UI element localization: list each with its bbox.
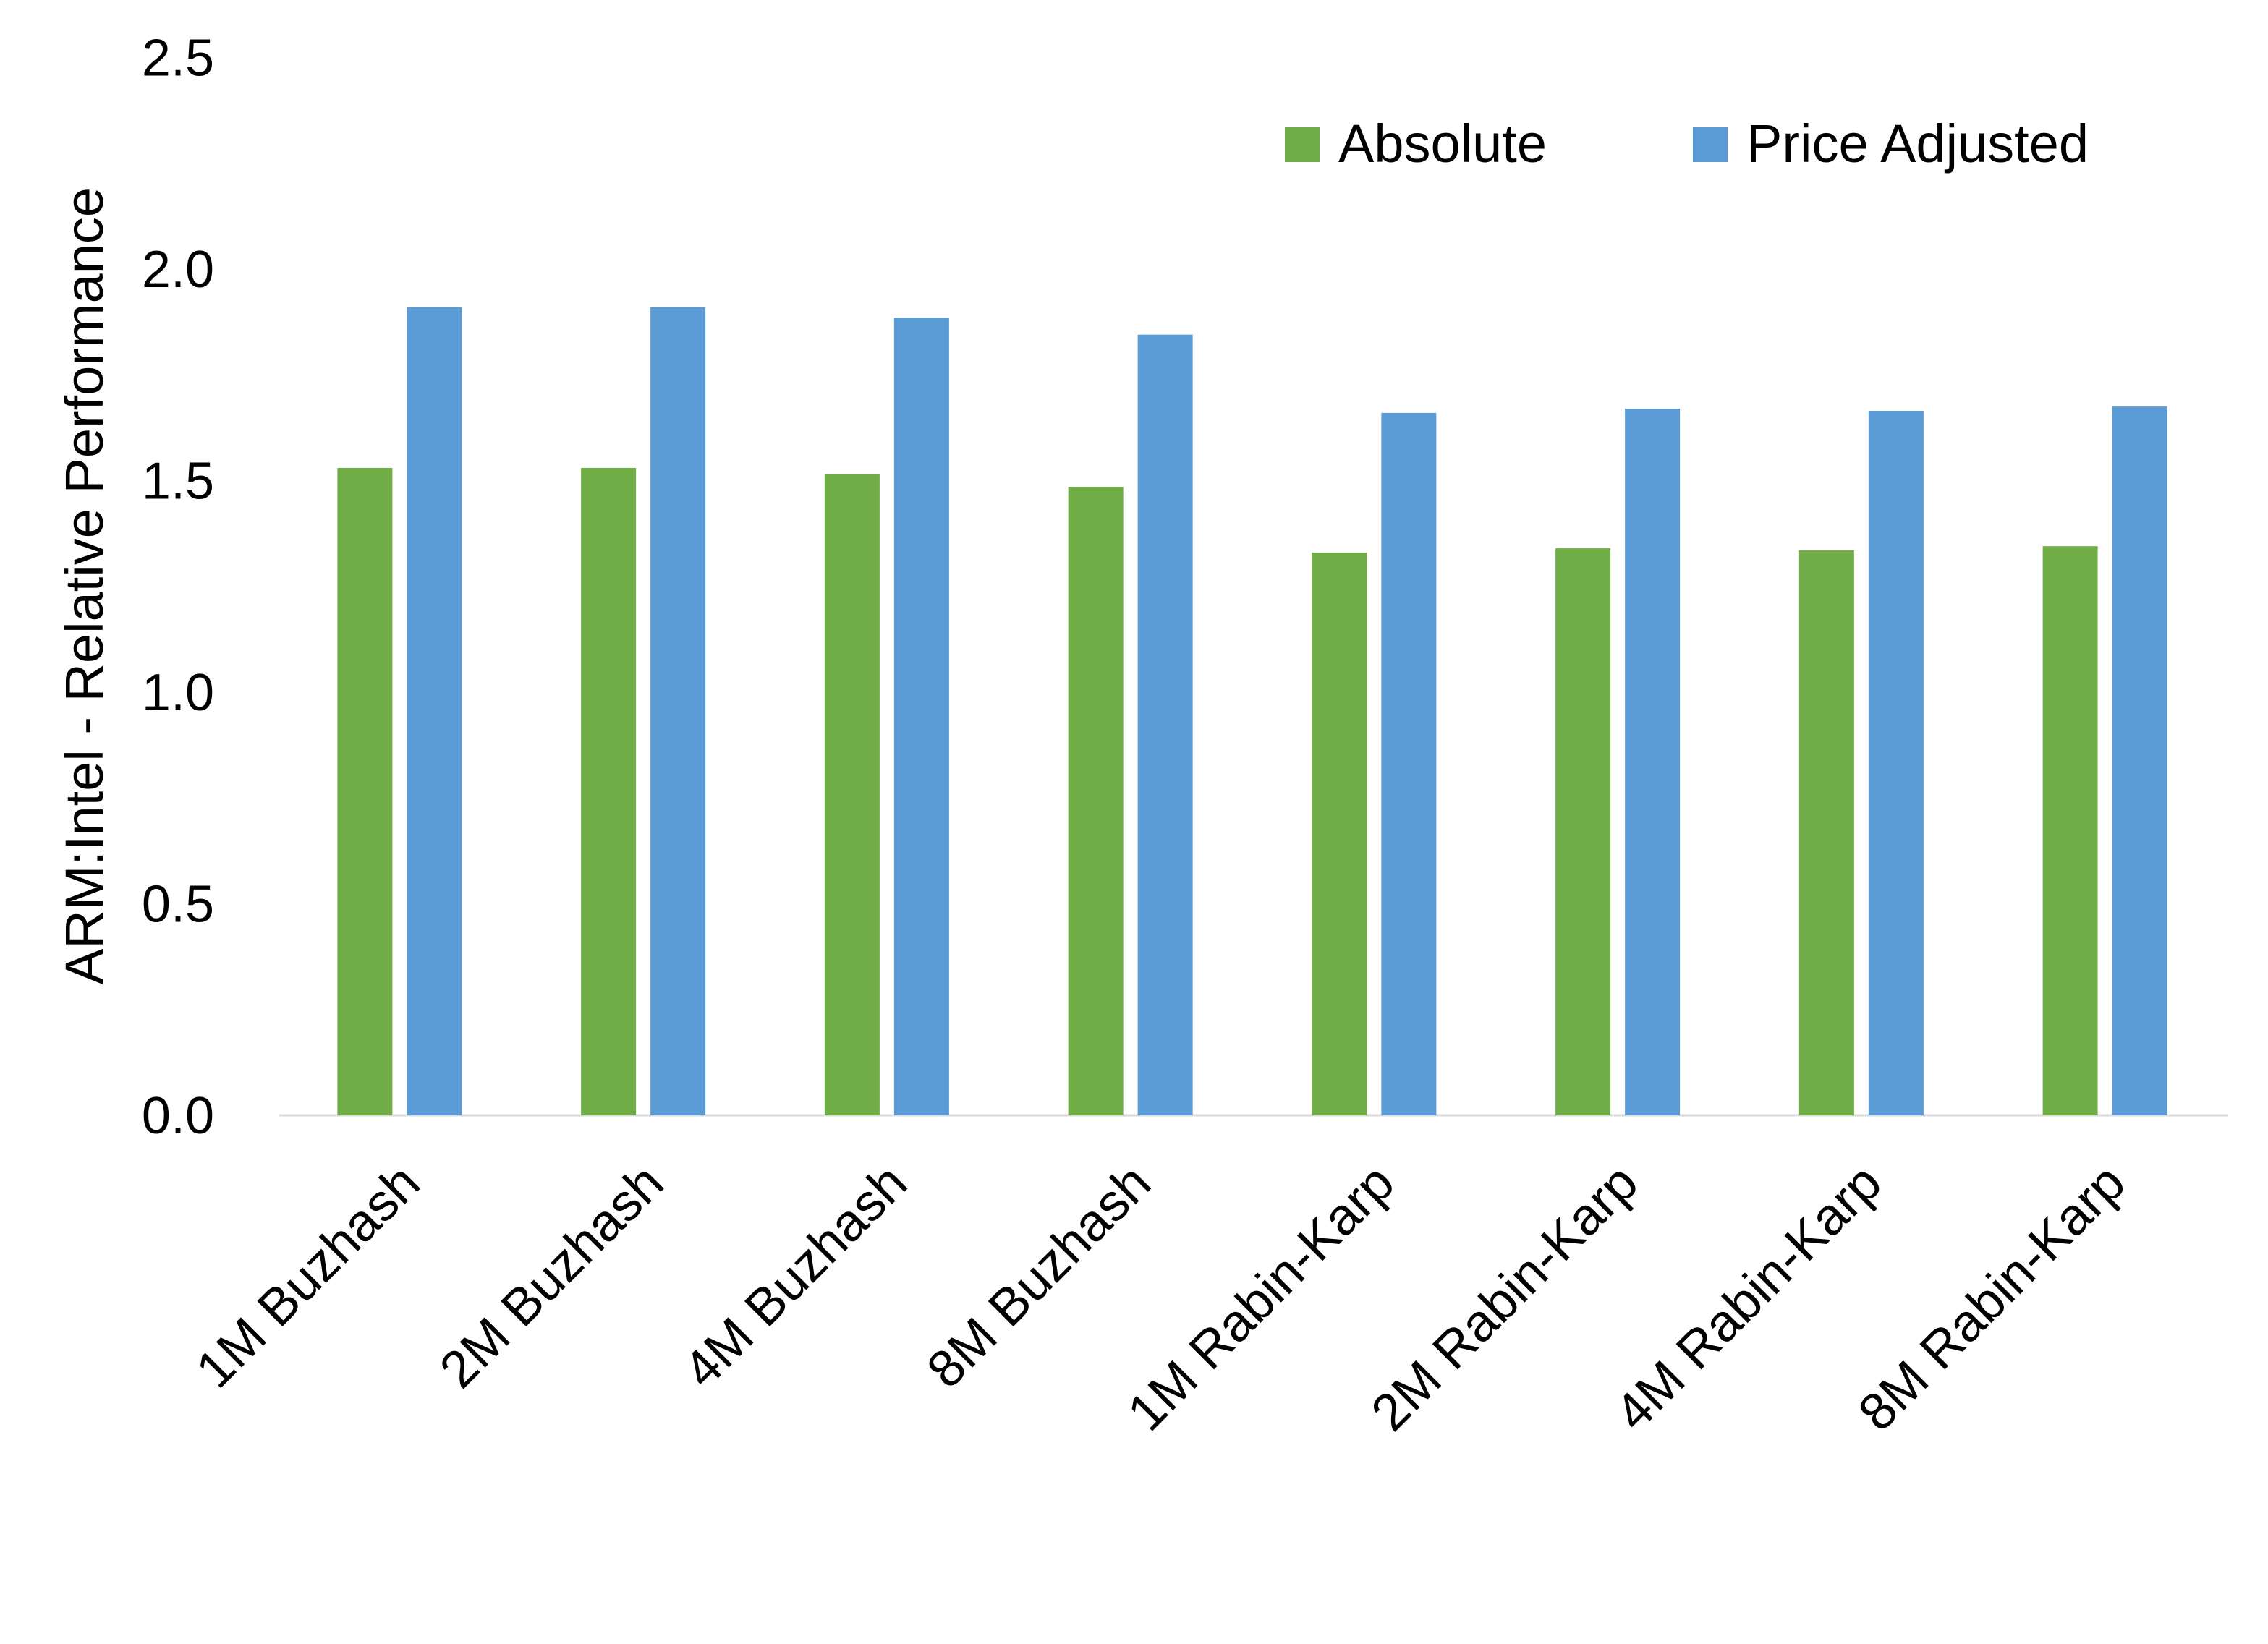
- x-tick-label: 4M Buzhash: [673, 1154, 919, 1400]
- legend-swatch-price-adjusted: [1693, 127, 1728, 162]
- x-tick-label: 1M Buzhash: [185, 1154, 431, 1400]
- bar-price-adjusted: [407, 307, 462, 1115]
- y-axis-ticks: 0.0 0.5 1.0 1.5 2.0 2.5: [142, 30, 214, 1146]
- bar-price-adjusted: [2112, 406, 2167, 1115]
- bar-absolute: [1555, 548, 1611, 1115]
- x-tick-label: 8M Buzhash: [916, 1154, 1162, 1400]
- y-tick-label: 2.0: [142, 241, 214, 299]
- y-axis-label: ARM:Intel - Relative Performance: [54, 187, 114, 984]
- legend-swatch-absolute: [1285, 127, 1320, 162]
- bar-price-adjusted: [1868, 410, 1924, 1115]
- bar-absolute: [2042, 546, 2098, 1115]
- bar-price-adjusted: [1625, 409, 1681, 1115]
- bar-price-adjusted: [1137, 334, 1193, 1115]
- y-tick-label: 0.0: [142, 1087, 214, 1145]
- y-tick-label: 2.5: [142, 30, 214, 88]
- legend-label-absolute: Absolute: [1338, 114, 1547, 174]
- bar-price-adjusted: [893, 318, 949, 1115]
- bar-absolute: [1068, 487, 1124, 1115]
- y-tick-label: 1.0: [142, 664, 214, 722]
- bar-absolute: [337, 467, 393, 1115]
- legend: Absolute Price Adjusted: [1285, 114, 2089, 174]
- bars: [337, 307, 2167, 1115]
- bar-absolute: [1312, 552, 1367, 1115]
- y-tick-label: 1.5: [142, 453, 214, 511]
- bar-price-adjusted: [1381, 412, 1437, 1115]
- legend-label-price-adjusted: Price Adjusted: [1746, 114, 2089, 174]
- bar-absolute: [1798, 550, 1854, 1115]
- bar-absolute: [824, 474, 880, 1115]
- y-tick-label: 0.5: [142, 876, 214, 934]
- bar-price-adjusted: [650, 307, 706, 1115]
- x-tick-label: 8M Rabin-Karp: [1848, 1154, 2136, 1442]
- x-tick-label: 2M Buzhash: [429, 1154, 675, 1400]
- bar-absolute: [581, 467, 637, 1115]
